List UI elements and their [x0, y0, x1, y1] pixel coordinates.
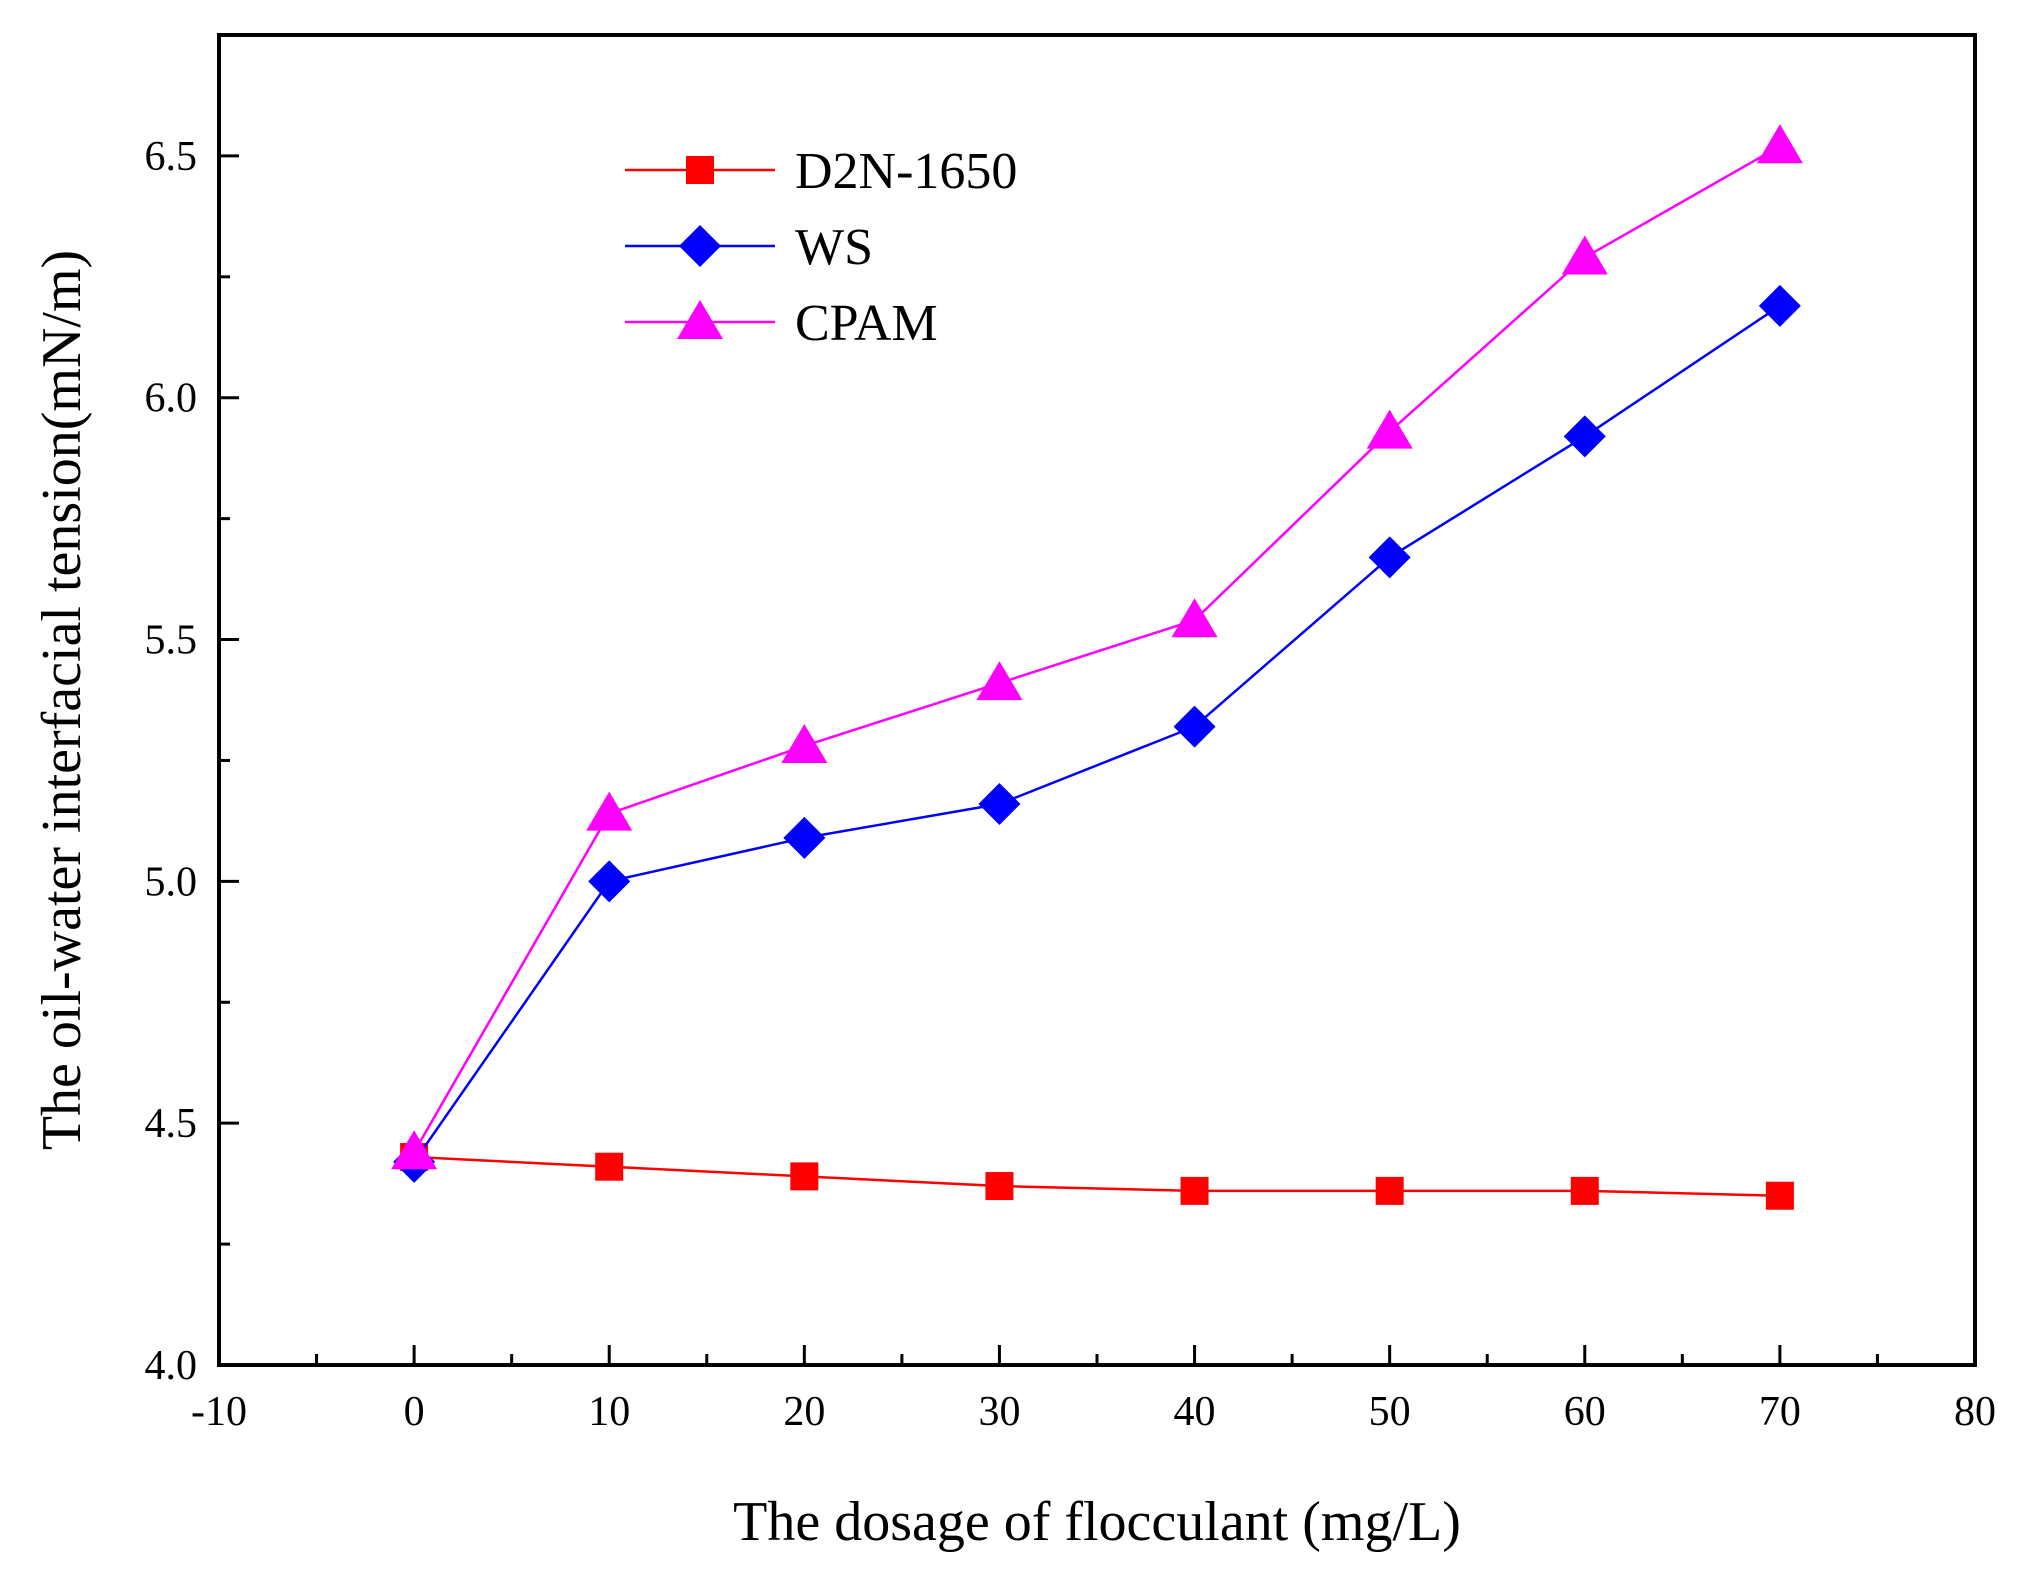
y-tick-label: 6.5: [145, 134, 198, 180]
x-tick-label: 60: [1564, 1389, 1606, 1435]
y-tick-label: 5.5: [145, 618, 198, 664]
data-point-ws: [1758, 284, 1801, 327]
legend-item-ws: WS: [625, 219, 873, 276]
y-axis-label: The oil-water interfacial tension(mN/m): [31, 250, 93, 1150]
x-tick-label: 30: [978, 1389, 1020, 1435]
data-point-ws: [1368, 536, 1411, 579]
x-axis-ticks: -10 0 10 20 30 40 50 60 70 80: [191, 1345, 1996, 1435]
legend-label-cpam: CPAM: [795, 295, 938, 352]
series-layer: [391, 124, 1803, 1210]
y-tick-label: 6.0: [145, 376, 198, 422]
data-point-cpam: [1561, 235, 1608, 275]
data-point-ws: [1563, 415, 1606, 458]
legend-item-cpam: CPAM: [625, 295, 938, 352]
y-tick-label: 4.5: [145, 1101, 198, 1147]
data-point-cpam: [976, 661, 1023, 701]
y-tick-label: 4.0: [145, 1343, 198, 1389]
legend-item-d2n-1650: D2N-1650: [625, 143, 1017, 200]
x-tick-label: 20: [783, 1389, 825, 1435]
data-point-cpam: [781, 723, 828, 763]
series-d2n-1650: [400, 1143, 1794, 1210]
data-point-d2n-1650: [1375, 1176, 1404, 1205]
x-tick-label: -10: [191, 1389, 247, 1435]
legend-marker-cpam: [677, 300, 723, 339]
legend: D2N-1650 WS CPAM: [625, 143, 1017, 352]
legend-label-d2n-1650: D2N-1650: [795, 143, 1017, 200]
legend-marker-d2n-1650: [686, 156, 714, 184]
x-tick-label: 0: [404, 1389, 425, 1435]
data-point-ws: [978, 782, 1021, 825]
x-tick-label: 40: [1174, 1389, 1216, 1435]
x-tick-label: 80: [1954, 1389, 1996, 1435]
data-point-ws: [1173, 705, 1216, 748]
series-cpam: [391, 124, 1803, 1170]
data-point-cpam: [391, 1130, 438, 1170]
series-line-cpam: [413, 145, 1781, 1153]
data-point-cpam: [1171, 598, 1218, 638]
data-point-d2n-1650: [1765, 1181, 1794, 1210]
data-point-d2n-1650: [595, 1152, 624, 1181]
series-ws: [393, 284, 1801, 1183]
plot-frame: [217, 33, 1977, 1367]
data-point-d2n-1650: [1180, 1176, 1209, 1205]
data-point-ws: [783, 816, 826, 859]
y-tick-label: 5.0: [145, 859, 198, 905]
data-point-cpam: [1756, 124, 1803, 164]
x-tick-label: 70: [1759, 1389, 1801, 1435]
x-tick-label: 50: [1369, 1389, 1411, 1435]
y-axis-ticks: 4.0 4.5 5.0 5.5 6.0 6.5: [145, 134, 239, 1389]
data-point-d2n-1650: [985, 1172, 1014, 1201]
data-point-ws: [588, 860, 631, 903]
data-point-d2n-1650: [790, 1162, 819, 1191]
x-tick-label: 10: [588, 1389, 630, 1435]
data-point-d2n-1650: [1570, 1176, 1599, 1205]
legend-label-ws: WS: [795, 219, 873, 276]
series-line-ws: [413, 304, 1781, 1163]
x-axis-label: The dosage of flocculant (mg/L): [733, 1491, 1461, 1553]
data-point-cpam: [586, 791, 633, 831]
data-point-cpam: [1366, 409, 1413, 449]
series-line-d2n-1650: [414, 1155, 1780, 1197]
legend-marker-ws: [679, 225, 721, 267]
